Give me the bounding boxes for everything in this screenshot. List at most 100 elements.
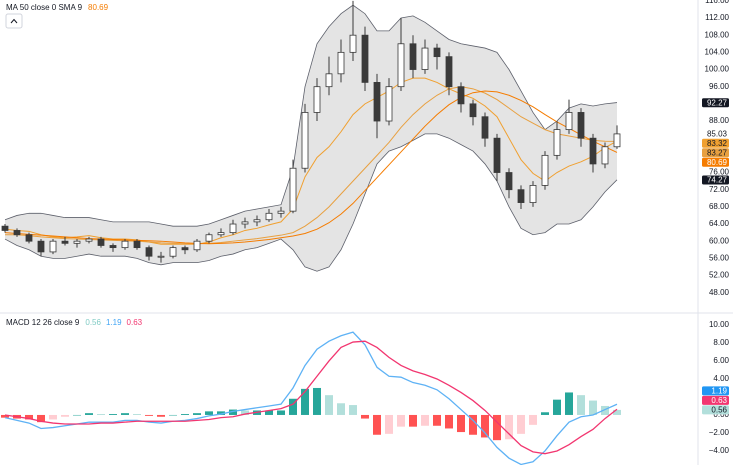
- price-pane: [1, 0, 621, 272]
- histogram-bar: [169, 414, 177, 416]
- histogram-bar: [541, 412, 549, 415]
- histogram-bar: [265, 410, 273, 415]
- price-badge: [702, 148, 729, 158]
- price-badge: [702, 405, 729, 415]
- histogram-bar: [397, 414, 405, 427]
- histogram-bar: [157, 414, 165, 417]
- y-tick-label: 48.00: [709, 288, 730, 297]
- price-badge: [702, 138, 729, 148]
- macd-legend: MACD 12 26 close 9: [6, 318, 80, 327]
- histogram-bar: [373, 414, 381, 435]
- band-fill: [5, 5, 617, 272]
- legend-value: 0.56: [85, 318, 101, 327]
- histogram-bar: [85, 413, 93, 415]
- candle-body: [289, 167, 297, 212]
- y-tick-label: 116.00: [705, 0, 729, 5]
- histogram-bar: [301, 388, 309, 415]
- histogram-bar: [25, 414, 33, 420]
- candle-body: [421, 47, 429, 70]
- histogram-bar: [73, 414, 81, 416]
- histogram-bar: [337, 403, 345, 415]
- histogram-bar: [601, 405, 609, 415]
- histogram-bar: [361, 414, 369, 419]
- histogram-bar: [517, 414, 525, 434]
- candle-body: [145, 247, 153, 257]
- candle-body: [361, 34, 369, 83]
- legend-value: 80.69: [88, 3, 109, 12]
- histogram-bar: [181, 414, 189, 415]
- price-badge-label: 92.27: [707, 98, 728, 107]
- candle-body: [577, 112, 585, 139]
- y-tick-label: 72.00: [709, 185, 730, 194]
- y-tick-label: −2.00: [709, 428, 730, 437]
- candle-body: [277, 210, 285, 214]
- moving-average-line: [5, 86, 618, 245]
- histogram-bar: [145, 414, 153, 416]
- candle-body: [37, 240, 45, 253]
- price-badge-label: 83.27: [707, 148, 728, 157]
- histogram-bar: [469, 414, 477, 435]
- candle-body: [1, 225, 9, 231]
- collapse-button[interactable]: [5, 13, 23, 29]
- price-badge: [702, 129, 729, 139]
- candle-body: [49, 240, 57, 253]
- histogram-bar: [109, 414, 117, 415]
- macd-pane: [1, 331, 621, 465]
- histogram-bar: [61, 414, 69, 417]
- candle-body: [601, 146, 609, 165]
- y-tick-label: 96.00: [709, 82, 730, 91]
- candle-body: [337, 51, 345, 75]
- candle-body: [529, 184, 537, 203]
- histogram-bar: [193, 413, 201, 415]
- histogram-bar: [409, 414, 417, 427]
- y-tick-label: 4.00: [713, 374, 729, 383]
- histogram-bar: [529, 414, 537, 425]
- price-badge: [702, 98, 729, 108]
- histogram-bar: [433, 414, 441, 426]
- candle-body: [481, 116, 489, 139]
- collapse-button-box[interactable]: [5, 13, 23, 29]
- histogram-bar: [421, 414, 429, 426]
- y-tick-label: 64.00: [709, 219, 730, 228]
- price-badge: [702, 386, 729, 396]
- candle-body: [349, 34, 357, 53]
- candle-body: [409, 43, 417, 70]
- candle-body: [109, 245, 117, 249]
- candle-body: [457, 86, 465, 105]
- candle-body: [217, 232, 225, 236]
- band-lower: [4, 133, 618, 272]
- histogram-bar: [313, 387, 321, 415]
- histogram-bar: [445, 414, 453, 429]
- y-tick-label: 68.00: [709, 202, 730, 211]
- candle-body: [121, 240, 129, 249]
- price-badge: [702, 175, 729, 185]
- candle-body: [469, 103, 477, 118]
- histogram-bar: [457, 414, 465, 433]
- histogram-bar: [577, 395, 585, 415]
- overlay: MA 50 close 0 SMA 9 MACD 12 26 close 9 1…: [5, 0, 730, 455]
- histogram-bar: [241, 410, 249, 415]
- histogram-bar: [553, 399, 561, 415]
- price-badge-label: 83.32: [707, 139, 728, 148]
- candle-body: [13, 230, 21, 236]
- y-tick-label: 8.00: [713, 338, 729, 347]
- histogram-bar: [613, 409, 621, 415]
- candle-body: [169, 247, 177, 257]
- candle-body: [565, 112, 573, 131]
- candle-body: [61, 240, 69, 244]
- collapse-icon[interactable]: [10, 18, 18, 24]
- histogram-bar: [229, 409, 237, 415]
- price-badge: [702, 157, 729, 167]
- candle-body: [553, 129, 561, 156]
- candle-body: [505, 172, 513, 191]
- histogram-bar: [565, 392, 573, 415]
- y-tick-label: −4.00: [709, 446, 730, 455]
- price-badge-label: 0.63: [711, 396, 727, 405]
- y-tick-label: 0.00: [713, 410, 729, 419]
- candle-body: [589, 137, 597, 165]
- histogram-bar: [121, 413, 129, 415]
- candle-body: [181, 247, 189, 251]
- candle-body: [133, 240, 141, 249]
- moving-average-line: [4, 90, 618, 245]
- y-tick-label: 6.00: [713, 356, 729, 365]
